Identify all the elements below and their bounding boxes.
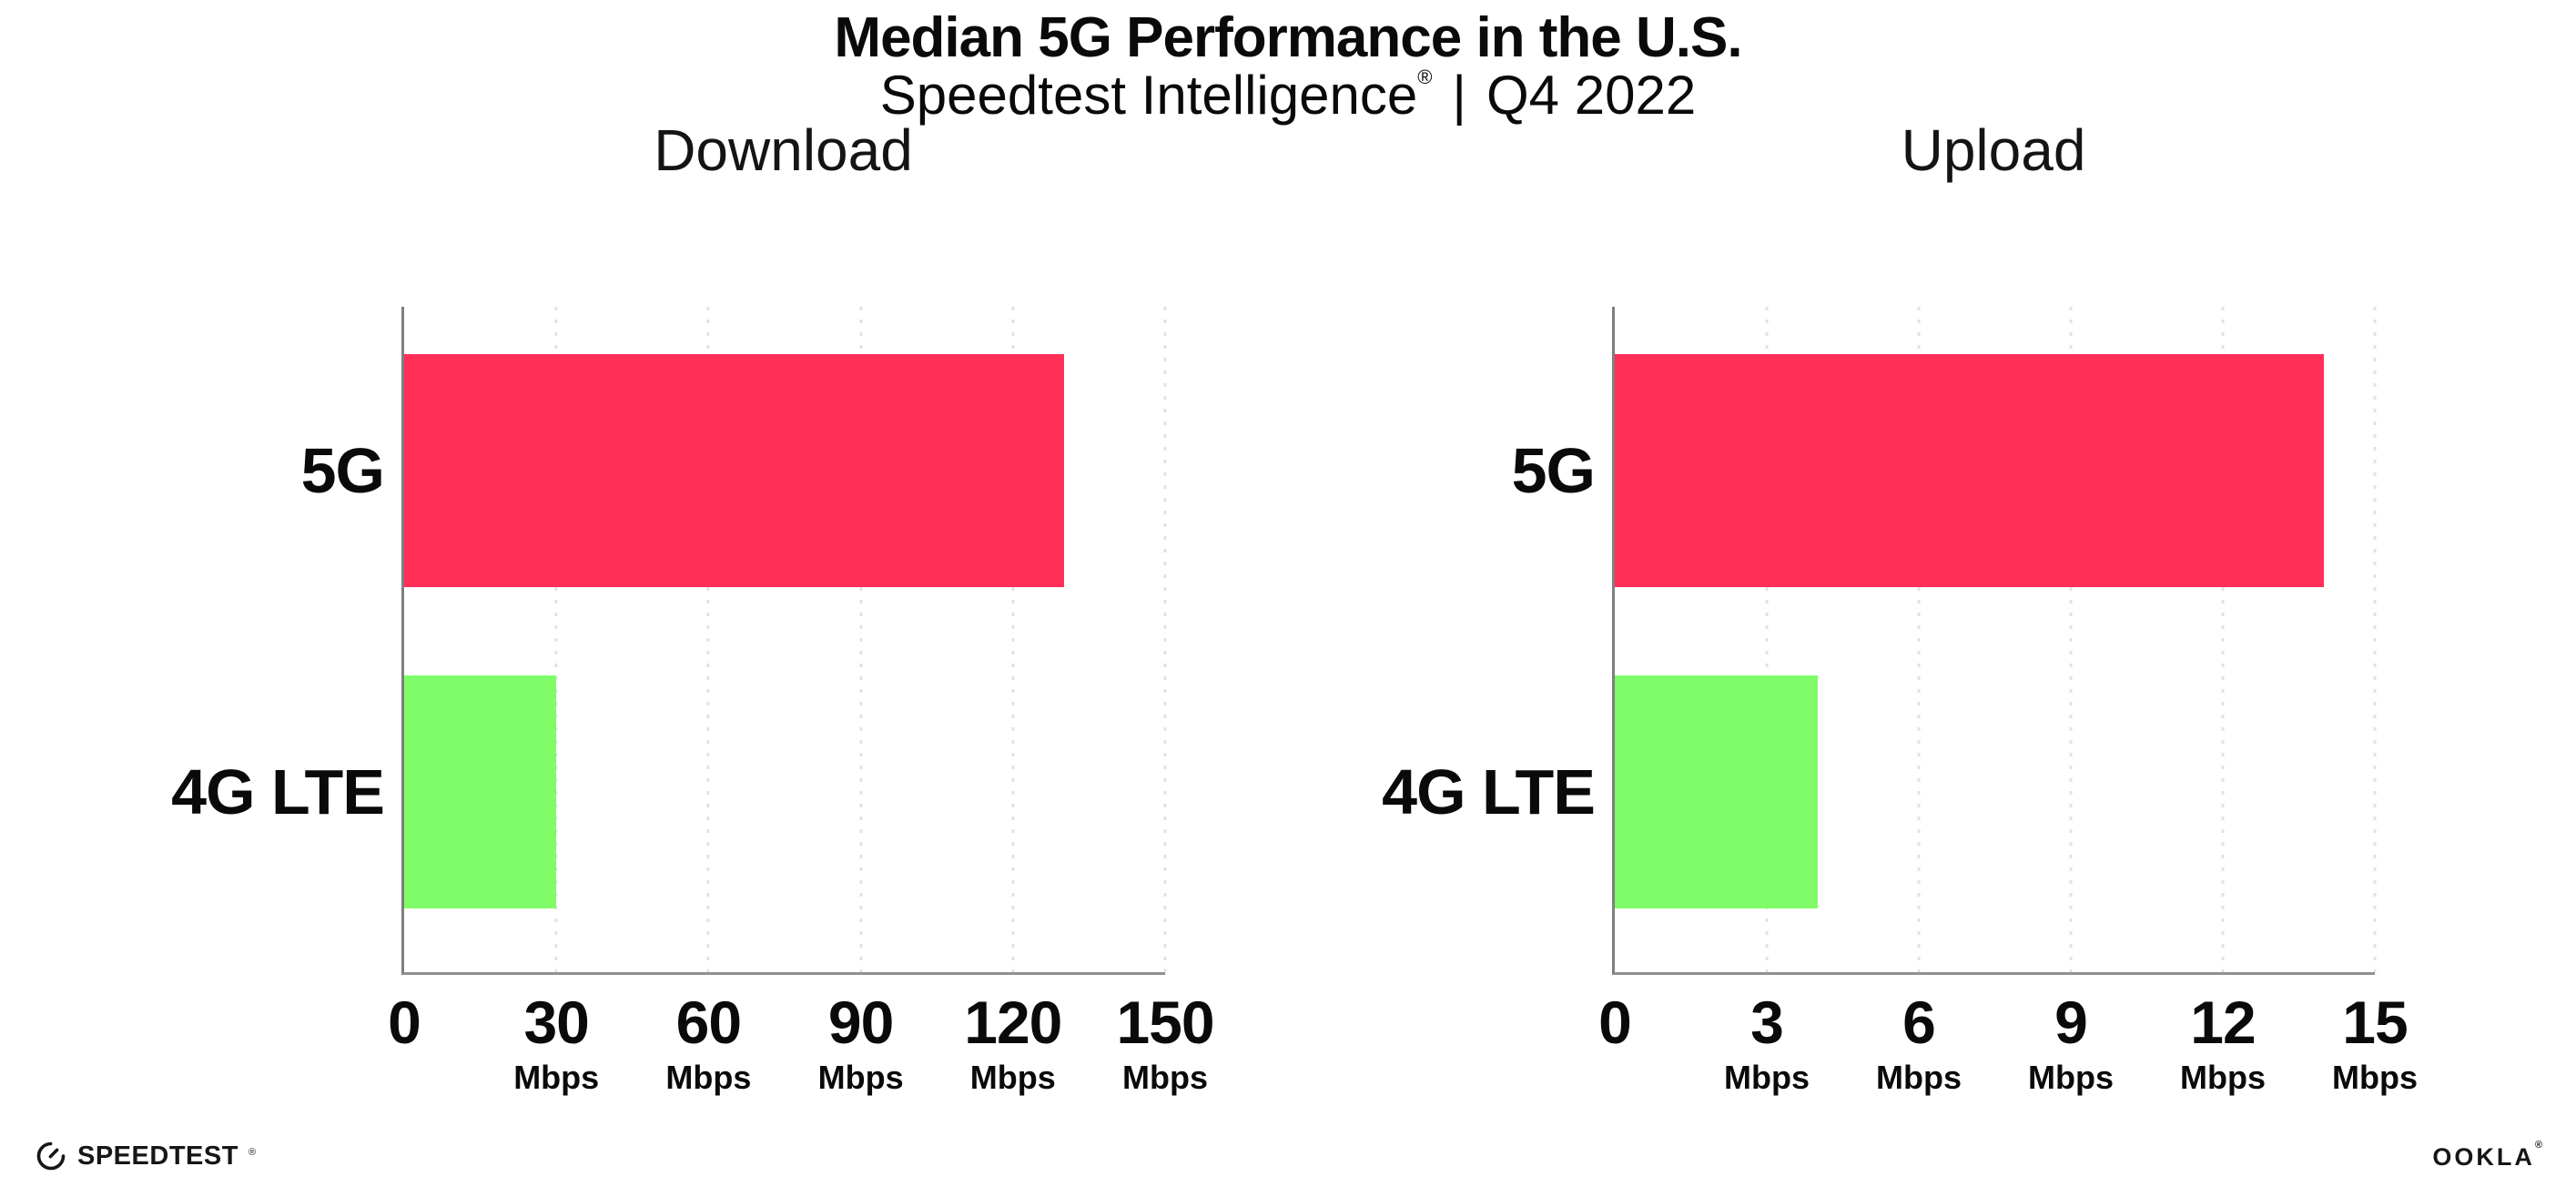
x-tick-unit: Mbps xyxy=(665,1059,752,1096)
subtitle-brand: Speedtest Intelligence xyxy=(879,65,1418,126)
category-label-5g: 5G xyxy=(300,434,385,506)
gridline-6 xyxy=(1917,307,1921,972)
upload-chart-title: Upload xyxy=(1901,117,2086,183)
x-tick-unit: Mbps xyxy=(2180,1059,2266,1096)
x-tick-label-6: 6 Mbps xyxy=(1876,992,1962,1094)
speedtest-gauge-icon xyxy=(36,1141,66,1171)
x-tick-value: 9 xyxy=(2054,989,2088,1056)
subtitle-period: Q4 2022 xyxy=(1486,65,1697,126)
category-label-4g-lte: 4G LTE xyxy=(1382,756,1596,828)
ookla-logo: OOKLA® xyxy=(2432,1140,2545,1172)
download-plot-area: 0 30 Mbps 60 Mbps 90 Mbps 120 Mbps 150 Mbps 5G 4G LT… xyxy=(171,307,1215,1094)
speedtest-logo: SPEEDTEST ® xyxy=(35,1140,256,1172)
x-tick-value: 150 xyxy=(1116,989,1214,1056)
upload-plot-area: 0 3 Mbps 6 Mbps 9 Mbps 12 Mbps 15 Mbps 5G 4G LTE xyxy=(1382,307,2418,1094)
upload-chart: Upload 0 3 Mbps 6 Mbps 9 Mbps 12 Mbps 15 Mbps 5G 4G … xyxy=(1382,117,2418,1094)
category-label-4g-lte: 4G LTE xyxy=(171,756,385,828)
gridline-15 xyxy=(2373,307,2377,972)
x-tick-label-30: 30 Mbps xyxy=(513,992,599,1094)
speedtest-wordmark: SPEEDTEST xyxy=(77,1141,238,1171)
gridline-30 xyxy=(554,307,558,972)
x-tick-value: 0 xyxy=(388,989,421,1056)
gridline-9 xyxy=(2069,307,2073,972)
subtitle-divider: | xyxy=(1452,65,1467,126)
x-tick-value: 3 xyxy=(1750,989,1784,1056)
x-tick-value: 0 xyxy=(1598,989,1632,1056)
x-tick-label-0: 0 xyxy=(388,992,421,1052)
bar-5g xyxy=(1615,353,2325,587)
x-tick-unit: Mbps xyxy=(1724,1059,1810,1096)
bar-4g-lte xyxy=(1615,675,1818,909)
x-tick-value: 6 xyxy=(1902,989,1936,1056)
bar-4g-lte xyxy=(404,675,557,909)
x-tick-value: 120 xyxy=(964,989,1062,1056)
x-tick-value: 15 xyxy=(2342,989,2408,1056)
x-tick-unit: Mbps xyxy=(2332,1059,2418,1096)
ookla-trademark: ® xyxy=(2534,1140,2545,1151)
x-tick-value: 30 xyxy=(523,989,589,1056)
x-tick-label-90: 90 Mbps xyxy=(818,992,904,1094)
x-tick-label-12: 12 Mbps xyxy=(2180,992,2266,1094)
category-label-5g: 5G xyxy=(1511,434,1596,506)
x-tick-label-60: 60 Mbps xyxy=(665,992,751,1094)
download-chart-title: Download xyxy=(654,117,913,183)
gridline-12 xyxy=(2221,307,2225,972)
gridline-120 xyxy=(1011,307,1015,972)
gridline-90 xyxy=(859,307,863,972)
x-tick-value: 60 xyxy=(675,989,742,1056)
bar-5g xyxy=(404,353,1064,587)
x-tick-value: 90 xyxy=(827,989,894,1056)
page-subtitle: Speedtest Intelligence® | Q4 2022 xyxy=(0,64,2576,127)
gridline-3 xyxy=(1765,307,1769,972)
x-tick-label-150: 150 Mbps xyxy=(1116,989,1214,1096)
x-tick-unit: Mbps xyxy=(817,1059,904,1096)
x-tick-label-0: 0 xyxy=(1598,989,1632,1056)
speedtest-trademark: ® xyxy=(248,1147,257,1158)
x-tick-unit: Mbps xyxy=(1876,1059,1962,1096)
registered-mark: ® xyxy=(1417,66,1433,88)
x-tick-unit: Mbps xyxy=(969,1059,1056,1096)
ookla-wordmark: OOKLA xyxy=(2432,1143,2535,1171)
x-tick-label-120: 120 Mbps xyxy=(964,989,1062,1096)
x-tick-label-15: 15 Mbps xyxy=(2332,992,2418,1094)
gridline-150 xyxy=(1163,307,1167,972)
download-chart: Download 0 30 Mbps 60 Mbps 90 Mbps 120 Mbps 150 Mb… xyxy=(171,117,1215,1094)
page-title: Median 5G Performance in the U.S. xyxy=(834,6,1742,69)
x-tick-value: 12 xyxy=(2190,989,2256,1056)
x-tick-label-9: 9 Mbps xyxy=(2028,992,2114,1094)
x-tick-unit: Mbps xyxy=(513,1059,600,1096)
gridline-60 xyxy=(706,307,710,972)
x-tick-label-3: 3 Mbps xyxy=(1724,992,1810,1094)
x-tick-unit: Mbps xyxy=(2028,1059,2114,1096)
x-tick-unit: Mbps xyxy=(1122,1059,1208,1096)
